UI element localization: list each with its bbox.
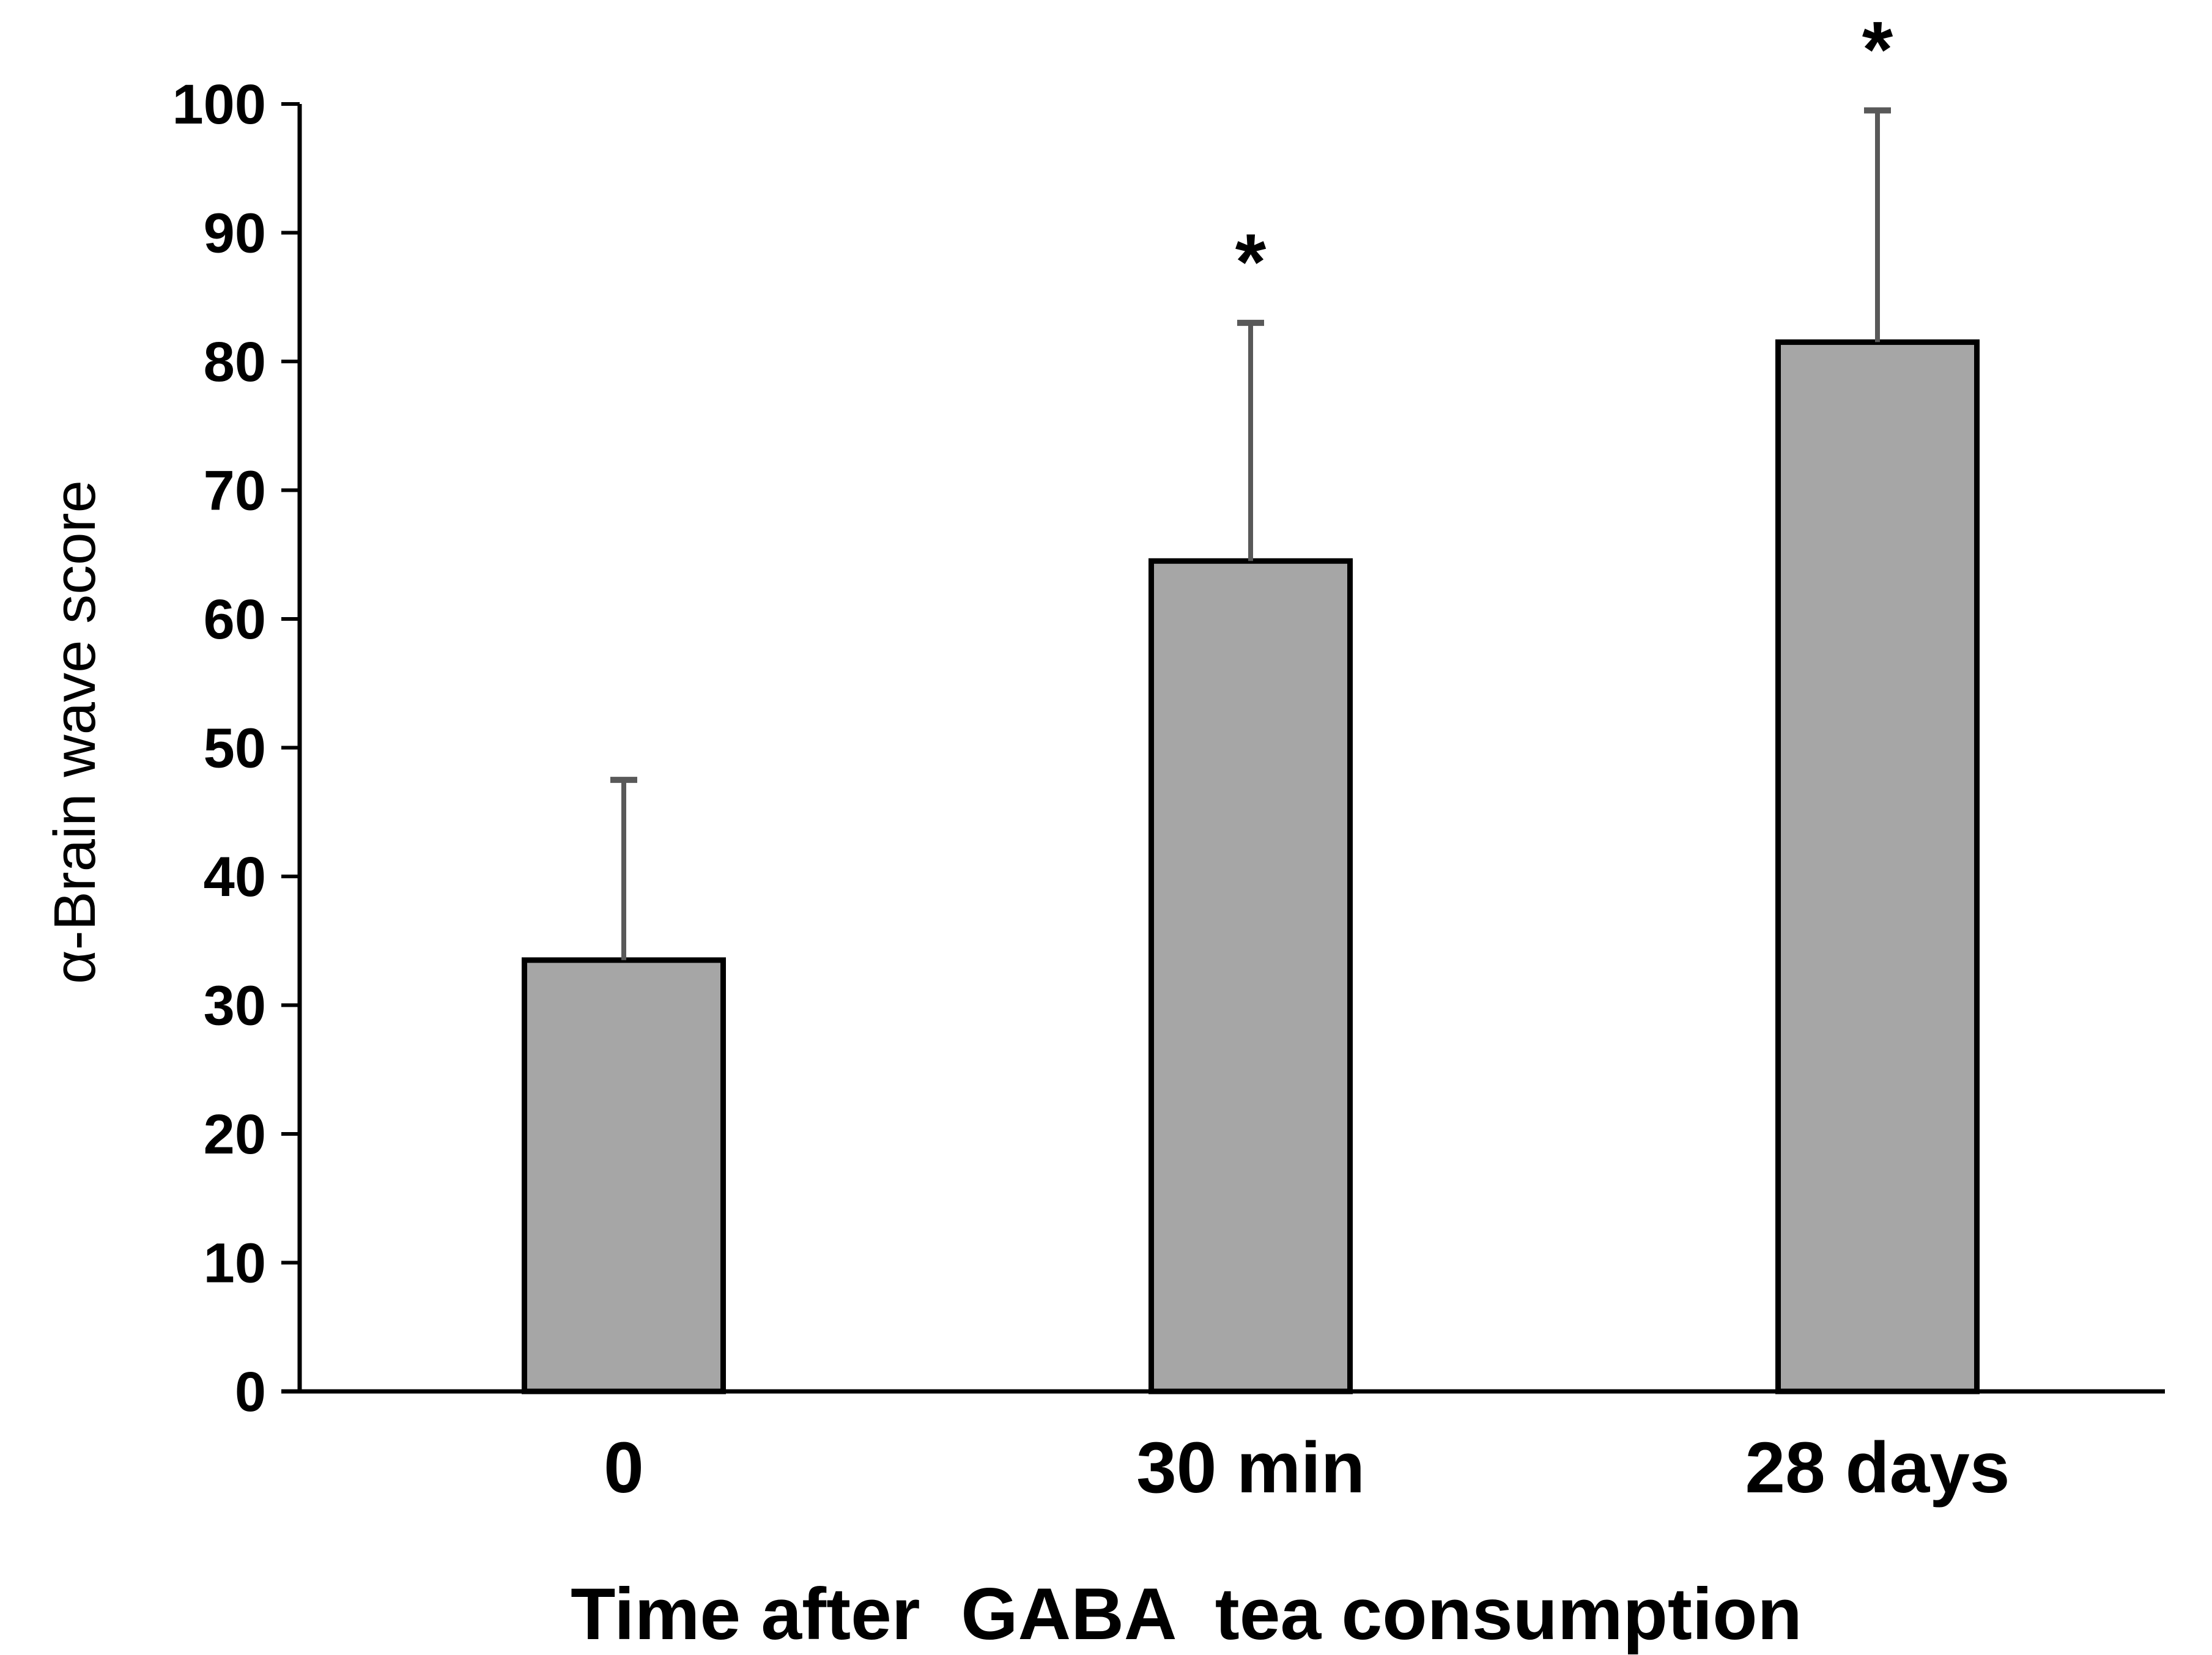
significance-markers: ** (1235, 5, 1893, 306)
bar (522, 957, 726, 1394)
significance-star: * (1862, 5, 1893, 94)
x-tick-label: 30 min (1136, 1427, 1365, 1508)
x-tick-labels: 0 30 min 28 days (604, 1427, 2010, 1508)
y-tick-label: 70 (204, 460, 266, 522)
x-tick-label: 0 (604, 1427, 644, 1508)
y-tick-label: 50 (204, 717, 266, 780)
y-tick-label: 40 (204, 846, 266, 908)
y-tick-label: 30 (204, 975, 266, 1037)
y-tick-label: 80 (204, 331, 266, 393)
y-tick-label: 60 (204, 588, 266, 651)
significance-star: * (1235, 217, 1267, 306)
x-axis-title: Time after GABA tea consumption (571, 1573, 1802, 1655)
x-tick-label: 28 days (1745, 1427, 2010, 1508)
bar (1775, 339, 1980, 1394)
y-tick-label: 0 (235, 1361, 266, 1423)
y-ticks: 0 10 20 30 40 50 60 70 80 90 100 (172, 73, 300, 1423)
bar (1149, 558, 1353, 1394)
error-bars (610, 107, 1891, 960)
y-axis-title: α-Brain wave score (42, 480, 108, 984)
y-tick-label: 10 (204, 1232, 266, 1295)
y-tick-label: 20 (204, 1103, 266, 1166)
y-tick-label: 100 (172, 73, 267, 136)
y-tick-label: 90 (204, 202, 266, 265)
